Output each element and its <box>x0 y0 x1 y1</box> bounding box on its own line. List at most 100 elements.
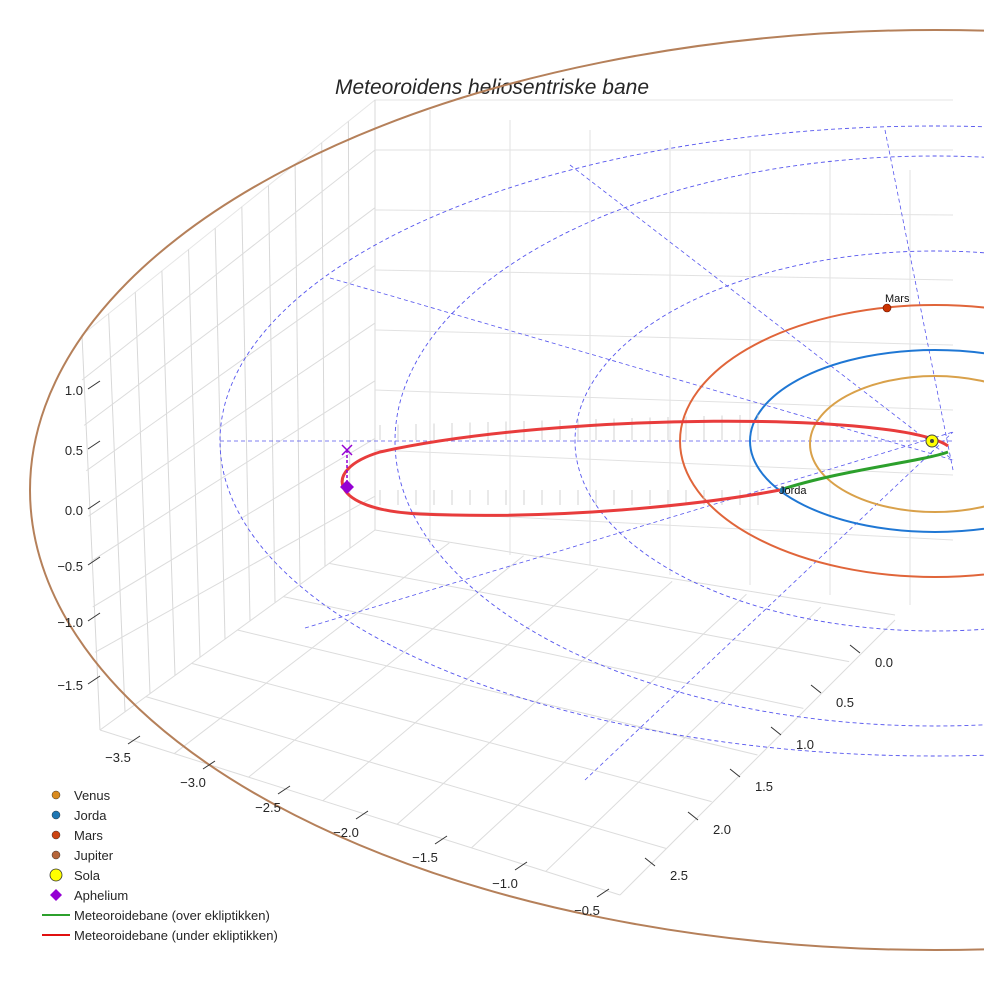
z-tick-mark <box>87 675 101 685</box>
legend: Venus Jorda Mars Jupiter Sola Aphelium Meteoro… <box>38 785 278 945</box>
grid-line-floor <box>471 593 747 849</box>
aphelion-marker <box>340 480 354 494</box>
grid-line-vertical <box>321 142 326 567</box>
ecliptic-grid-spoke <box>584 431 954 781</box>
z-tick-mark <box>87 612 101 622</box>
meteoroid-orbit-below <box>340 419 949 517</box>
grid-line-floor <box>619 619 896 896</box>
x-tick-label: −2.0 <box>333 825 359 840</box>
y-tick-label: 0.5 <box>836 695 854 710</box>
aphelion-projection-cross <box>341 444 353 456</box>
x-tick-mark <box>127 735 141 745</box>
grid-line-floor <box>283 596 804 709</box>
legend-marker <box>51 850 61 860</box>
grid-line-vertical <box>267 185 276 603</box>
y-tick-label: 1.0 <box>796 737 814 752</box>
grid-line-horizontal <box>94 495 376 653</box>
z-tick-label: −1.5 <box>57 678 83 693</box>
legend-entry: Aphelium <box>38 885 278 905</box>
orbit-jorda <box>749 349 984 533</box>
x-tick-mark <box>277 785 291 795</box>
x-tick-mark <box>434 835 448 845</box>
grid-line-floor <box>145 696 666 849</box>
label-jorda: Jorda <box>779 485 807 497</box>
ecliptic-grid-spoke <box>304 431 954 629</box>
x-tick-mark <box>596 888 610 898</box>
sun-core <box>930 439 934 443</box>
grid-line-floor <box>99 729 621 896</box>
grid-line-floor <box>374 529 896 616</box>
x-tick-label: −1.0 <box>492 876 518 891</box>
y-tick-mark <box>687 811 699 821</box>
legend-entry: Sola <box>38 865 278 885</box>
y-tick-mark <box>729 768 741 778</box>
label-mars: Mars <box>885 293 910 305</box>
y-tick-label: 1.5 <box>755 779 773 794</box>
grid-line-back <box>374 329 954 346</box>
grid-line-horizontal <box>81 149 376 381</box>
grid-line-floor <box>237 629 758 756</box>
grid-line-horizontal <box>86 264 376 472</box>
y-tick-mark <box>810 684 822 694</box>
y-tick-label: 2.0 <box>713 822 731 837</box>
orbit-venus <box>809 375 984 513</box>
grid-line-vertical <box>241 206 251 621</box>
legend-entry: Jupiter <box>38 845 278 865</box>
legend-label: Aphelium <box>74 887 129 903</box>
grid-line-back <box>374 209 954 216</box>
z-tick-label: 0.0 <box>65 503 83 518</box>
legend-entry: Meteoroidebane (under ekliptikken) <box>38 925 278 945</box>
legend-label: Jorda <box>74 807 107 823</box>
z-tick-mark <box>87 440 101 450</box>
grid-line-vertical <box>161 270 176 676</box>
grid-line-vertical <box>347 121 351 549</box>
legend-marker <box>51 810 61 820</box>
grid-line-vertical <box>214 228 226 640</box>
y-tick-label: 2.5 <box>670 868 688 883</box>
grid-line-vertical <box>134 292 151 694</box>
grid-line-floor <box>329 562 850 663</box>
ecliptic-grid-spoke <box>329 277 954 461</box>
meteoroid-orbit-above <box>779 450 949 492</box>
orbit-jupiter <box>29 29 984 951</box>
grid-line-vertical <box>294 164 301 585</box>
legend-dot <box>51 810 61 820</box>
grid-line-back <box>374 269 954 281</box>
legend-label: Venus <box>74 787 111 803</box>
grid-line-vertical <box>81 334 101 731</box>
grid-line-floor <box>545 606 822 872</box>
x-tick-label: −1.5 <box>412 850 438 865</box>
grid-line-back <box>374 389 954 411</box>
x-tick-mark <box>514 861 528 871</box>
x-tick-label: −3.0 <box>180 775 206 790</box>
x-tick-mark <box>355 810 369 820</box>
grid-line-horizontal <box>92 438 376 608</box>
legend-marker <box>51 830 61 840</box>
planet-jorda <box>780 487 786 493</box>
grid-line-vertical <box>188 249 201 658</box>
x-tick-label: −0.5 <box>574 903 600 918</box>
y-tick-mark <box>644 857 656 867</box>
legend-label: Jupiter <box>74 847 114 863</box>
grid-line-horizontal <box>88 322 376 517</box>
chart-title: Meteoroidens heliosentriske bane <box>335 76 649 99</box>
y-tick-label: 0.0 <box>875 655 893 670</box>
legend-entry: Jorda <box>38 805 278 825</box>
legend-diamond <box>50 889 62 901</box>
legend-marker <box>50 889 62 901</box>
grid-line-back <box>374 449 954 476</box>
legend-entry: Mars <box>38 825 278 845</box>
ecliptic-grid-spoke <box>569 164 954 461</box>
grid-line-horizontal <box>83 207 376 426</box>
legend-sun-dot <box>49 868 63 882</box>
grid-line-horizontal <box>90 380 376 562</box>
z-tick-mark <box>87 500 101 510</box>
ecliptic-grid-spoke <box>884 129 954 471</box>
x-tick-mark <box>202 760 216 770</box>
y-tick-mark <box>770 726 782 736</box>
y-tick-mark <box>849 644 861 654</box>
ecliptic-grid-circle <box>574 250 984 632</box>
z-tick-label: −0.5 <box>57 559 83 574</box>
legend-marker <box>51 790 61 800</box>
